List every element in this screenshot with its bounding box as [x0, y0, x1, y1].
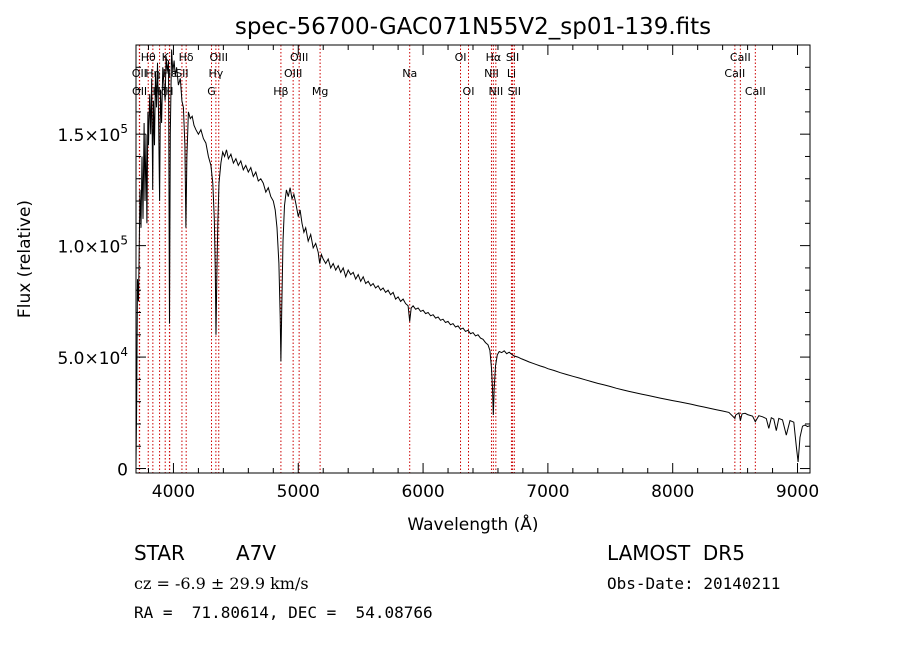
- x-tick-label: 9000: [776, 482, 819, 502]
- x-axis-label: Wavelength (Å): [407, 513, 538, 535]
- line-label: Hδ: [179, 51, 194, 64]
- spectral-subclass: A7V: [236, 541, 277, 565]
- line-label: SII: [175, 67, 188, 80]
- line-label: Hβ: [273, 85, 288, 98]
- object-class: STAR: [134, 541, 185, 565]
- chart-title: spec-56700-GAC071N55V2_sp01-139.fits: [235, 14, 711, 40]
- line-label: Hγ: [208, 67, 223, 80]
- y-tick-label: 0: [117, 461, 128, 481]
- line-label: OIII: [284, 67, 302, 80]
- line-label: OIII: [290, 51, 308, 64]
- line-label: Na: [402, 67, 417, 80]
- x-tick-label: 7000: [526, 482, 569, 502]
- x-tick-label: 4000: [152, 482, 195, 502]
- redshift-cz: cz = -6.9 ± 29.9 km/s: [134, 574, 309, 593]
- y-tick-label: 5.0×104: [57, 345, 128, 369]
- line-label: Mg: [312, 85, 328, 98]
- ra-dec-coords: RA = 71.80614, DEC = 54.08766: [134, 603, 433, 622]
- line-label: Hη: [145, 67, 160, 80]
- line-label: Li: [507, 67, 516, 80]
- line-label: SII: [506, 51, 519, 64]
- line-label: CaII: [745, 85, 766, 98]
- obs-date: Obs-Date: 20140211: [607, 574, 781, 593]
- x-tick-label: 8000: [651, 482, 694, 502]
- line-label: OI: [455, 51, 467, 64]
- line-label: OII: [132, 85, 147, 98]
- line-label: CaII: [724, 67, 745, 80]
- line-label: OIII: [210, 51, 228, 64]
- y-axis-ticks: 0 5.0×104 1.0×105 1.5×105: [57, 66, 810, 481]
- line-label: NII: [484, 67, 499, 80]
- line-label: Hθ: [141, 51, 156, 64]
- x-tick-label: 6000: [401, 482, 444, 502]
- line-label: G: [207, 85, 216, 98]
- plot-frame: [135, 44, 811, 474]
- line-label: OI: [463, 85, 475, 98]
- survey-name: LAMOST DR5: [607, 541, 745, 565]
- line-label: NII: [488, 85, 503, 98]
- line-label: CaII: [730, 51, 751, 64]
- x-axis-ticks: 4000 5000 6000 7000 8000 9000: [147, 45, 819, 502]
- x-tick-label: 5000: [277, 482, 320, 502]
- line-label: SII: [508, 85, 521, 98]
- spectrum-line: [135, 49, 811, 465]
- y-axis-label: Flux (relative): [15, 200, 35, 318]
- emission-line-markers: [138, 45, 756, 473]
- line-label: Hα: [486, 51, 502, 64]
- y-tick-label: 1.0×105: [57, 234, 128, 258]
- y-tick-label: 1.5×105: [57, 122, 128, 146]
- line-label: H: [165, 85, 173, 98]
